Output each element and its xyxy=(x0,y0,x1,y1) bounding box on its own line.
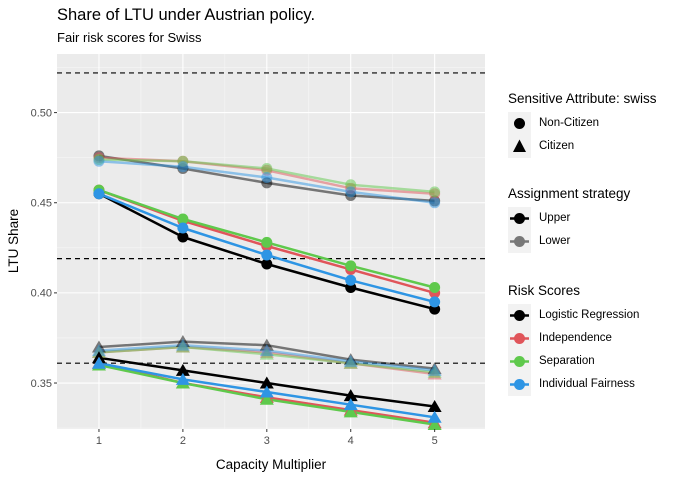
chart-title: Share of LTU under Austrian policy. xyxy=(57,6,316,24)
point-triangle-individual-fairness xyxy=(343,354,358,367)
legend-title-scores: Risk Scores xyxy=(508,283,581,298)
green-line-icon xyxy=(508,350,531,373)
x-axis-label: Capacity Multiplier xyxy=(216,457,327,472)
point-circle-logistic-regression xyxy=(177,231,189,243)
point-circle-individual-fairness xyxy=(429,296,441,308)
point-triangle-logistic-regression xyxy=(175,363,190,376)
point-triangle-individual-fairness xyxy=(427,363,442,376)
legend-item-non-citizen: Non-Citizen xyxy=(508,112,657,135)
point-triangle-logistic-regression xyxy=(343,389,358,402)
point-triangle-individual-fairness xyxy=(259,385,274,398)
point-triangle-logistic-regression xyxy=(427,399,442,412)
point-triangle-individual-fairness xyxy=(259,344,274,357)
y-tick-label: 0.45 xyxy=(31,198,52,210)
point-triangle-individual-fairness xyxy=(91,344,106,357)
x-tick-label: 5 xyxy=(432,435,438,447)
legend-title-strategy: Assignment strategy xyxy=(508,186,631,201)
point-circle-individual-fairness xyxy=(177,161,189,173)
point-triangle-separation xyxy=(343,405,358,418)
legend-label: Lower xyxy=(539,235,571,247)
legend-assignment-strategy: Assignment strategy Upper Lower xyxy=(508,186,630,253)
legend-item-citizen: Citizen xyxy=(508,135,657,158)
point-triangle-individual-fairness xyxy=(343,398,358,411)
legend-item-individual-fairness: Individual Fairness xyxy=(508,373,635,396)
point-circle-individual-fairness xyxy=(345,274,357,286)
x-tick-label: 2 xyxy=(180,435,186,447)
legend-item-logistic-regression: Logistic Regression xyxy=(508,304,639,327)
point-circle-separation xyxy=(429,186,441,198)
point-triangle-individual-fairness xyxy=(175,372,190,385)
legend-label: Citizen xyxy=(539,140,575,152)
legend-label: Separation xyxy=(539,355,595,367)
point-triangle-separation xyxy=(427,417,442,430)
y-axis-label: LTU Share xyxy=(6,209,21,273)
legend-label: Individual Fairness xyxy=(539,378,635,390)
y-tick-label: 0.35 xyxy=(31,378,52,390)
triangle-marker-icon xyxy=(508,135,531,158)
point-circle-separation xyxy=(429,281,441,293)
x-tick-label: 4 xyxy=(348,435,354,447)
red-line-icon xyxy=(508,327,531,350)
x-tick-label: 3 xyxy=(264,435,270,447)
blue-line-icon xyxy=(508,373,531,396)
legend-label: Upper xyxy=(539,212,571,224)
point-circle-individual-fairness xyxy=(177,222,189,234)
legend-label: Non-Citizen xyxy=(539,117,600,129)
point-triangle-individual-fairness xyxy=(91,356,106,369)
legend-item-upper: Upper xyxy=(508,207,630,230)
y-tick-label: 0.50 xyxy=(31,107,52,119)
point-circle-individual-fairness xyxy=(261,249,273,261)
point-circle-individual-fairness xyxy=(429,197,441,209)
chart-subtitle: Fair risk scores for Swiss xyxy=(57,30,202,45)
series-points xyxy=(91,150,442,430)
black-line-icon xyxy=(508,304,531,327)
point-triangle-individual-fairness xyxy=(427,410,442,423)
point-circle-individual-fairness xyxy=(345,186,357,198)
point-circle-individual-fairness xyxy=(93,188,105,200)
point-circle-separation xyxy=(177,213,189,225)
point-circle-individual-fairness xyxy=(261,171,273,183)
point-triangle-individual-fairness xyxy=(175,338,190,351)
point-circle-separation xyxy=(261,236,273,248)
point-circle-separation xyxy=(345,260,357,272)
legend-title-attribute: Sensitive Attribute: swiss xyxy=(508,91,657,106)
circle-marker-icon xyxy=(508,112,531,135)
point-circle-individual-fairness xyxy=(93,155,105,167)
legend-item-lower: Lower xyxy=(508,230,630,253)
y-tick-label: 0.40 xyxy=(31,288,52,300)
point-circle-separation xyxy=(261,162,273,174)
y-axis: 0.35 0.40 0.45 0.50 xyxy=(31,107,57,390)
legend-risk-scores: Risk Scores Logistic Regression Independ… xyxy=(508,283,639,396)
faded-line-icon xyxy=(508,230,531,253)
legend-sensitive-attribute: Sensitive Attribute: swiss Non-Citizen C… xyxy=(508,91,657,158)
legend-label: Independence xyxy=(539,332,612,344)
point-circle-logistic-regression xyxy=(261,258,273,270)
legend-item-independence: Independence xyxy=(508,327,612,350)
x-tick-label: 1 xyxy=(96,435,102,447)
point-triangle-logistic-regression xyxy=(259,376,274,389)
legend-label: Logistic Regression xyxy=(539,309,640,321)
x-axis: 1 2 3 4 5 xyxy=(96,429,438,447)
legend-item-separation: Separation xyxy=(508,350,595,373)
solid-line-icon xyxy=(508,207,531,230)
point-triangle-separation xyxy=(259,392,274,405)
